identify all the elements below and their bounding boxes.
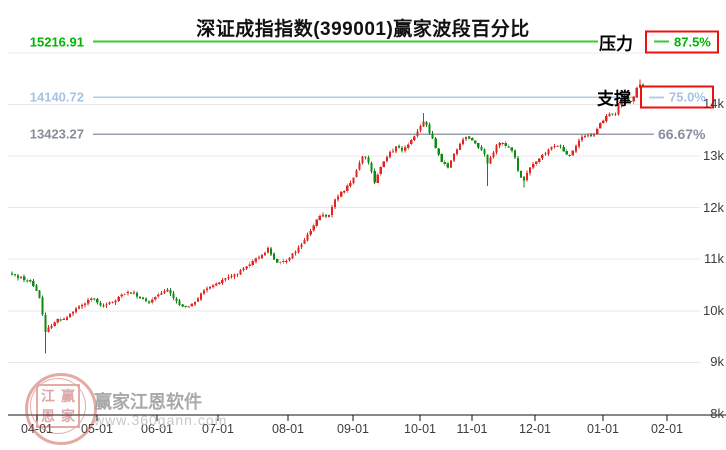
x-axis-tick-label: 02-01 xyxy=(651,422,683,436)
gridlines-layer xyxy=(8,52,700,363)
support-value-label: 14140.72 xyxy=(29,89,84,105)
x-axis-tick-label: 12-01 xyxy=(519,422,551,436)
watermark-brand-text: 赢家江恩软件 xyxy=(94,392,202,412)
x-axis-tick-label: 07-01 xyxy=(202,422,234,436)
y-axis-tick-label: 11k xyxy=(704,251,724,267)
pressure-value-label: 15216.91 xyxy=(29,34,84,50)
support-percent: 75.0% xyxy=(669,89,706,105)
pressure-dash-icon xyxy=(654,40,669,43)
seal-character: 赢 xyxy=(61,388,75,404)
seal-character: 恩 xyxy=(41,408,55,424)
support-percent-box: 75.0% xyxy=(640,85,714,109)
candlesticks-layer xyxy=(10,79,651,354)
y-axis-tick-label: 12k xyxy=(703,199,724,215)
y-axis-tick-label: 13k xyxy=(703,147,724,163)
pressure-percent-box: 87.5% xyxy=(645,30,719,54)
x-axis-tick-label: 08-01 xyxy=(272,422,304,436)
x-axis-tick-label: 10-01 xyxy=(404,422,436,436)
mid-value-label: 13423.27 xyxy=(29,126,84,142)
watermark-url-text: www.360gann.com xyxy=(94,412,228,428)
chart-title: 深证成指指数(399001)赢家波段百分比 xyxy=(196,19,530,40)
y-axis-tick-label: 9k xyxy=(710,354,724,370)
y-axis-tick-label: 8k xyxy=(710,405,724,421)
y-axis-tick-label: 10k xyxy=(703,302,724,318)
watermark-seal-icon: 江赢恩家 xyxy=(25,373,97,445)
support-dash-icon xyxy=(649,96,664,99)
x-axis-tick-label: 11-01 xyxy=(456,422,488,436)
level-lines-layer xyxy=(93,96,654,135)
seal-character: 江 xyxy=(41,388,55,404)
mid-percent-label: 66.67% xyxy=(658,126,706,143)
pressure-percent: 87.5% xyxy=(674,34,711,50)
x-axis-tick-label: 06-01 xyxy=(141,422,173,436)
y-axis-tick-label: 14k xyxy=(703,96,724,112)
support-label: 支撑 xyxy=(597,89,631,109)
seal-character: 家 xyxy=(61,408,75,424)
pressure-label: 压力 xyxy=(599,34,633,54)
x-axis-tick-label: 01-01 xyxy=(587,422,619,436)
x-axis-tick-label: 09-01 xyxy=(337,422,369,436)
